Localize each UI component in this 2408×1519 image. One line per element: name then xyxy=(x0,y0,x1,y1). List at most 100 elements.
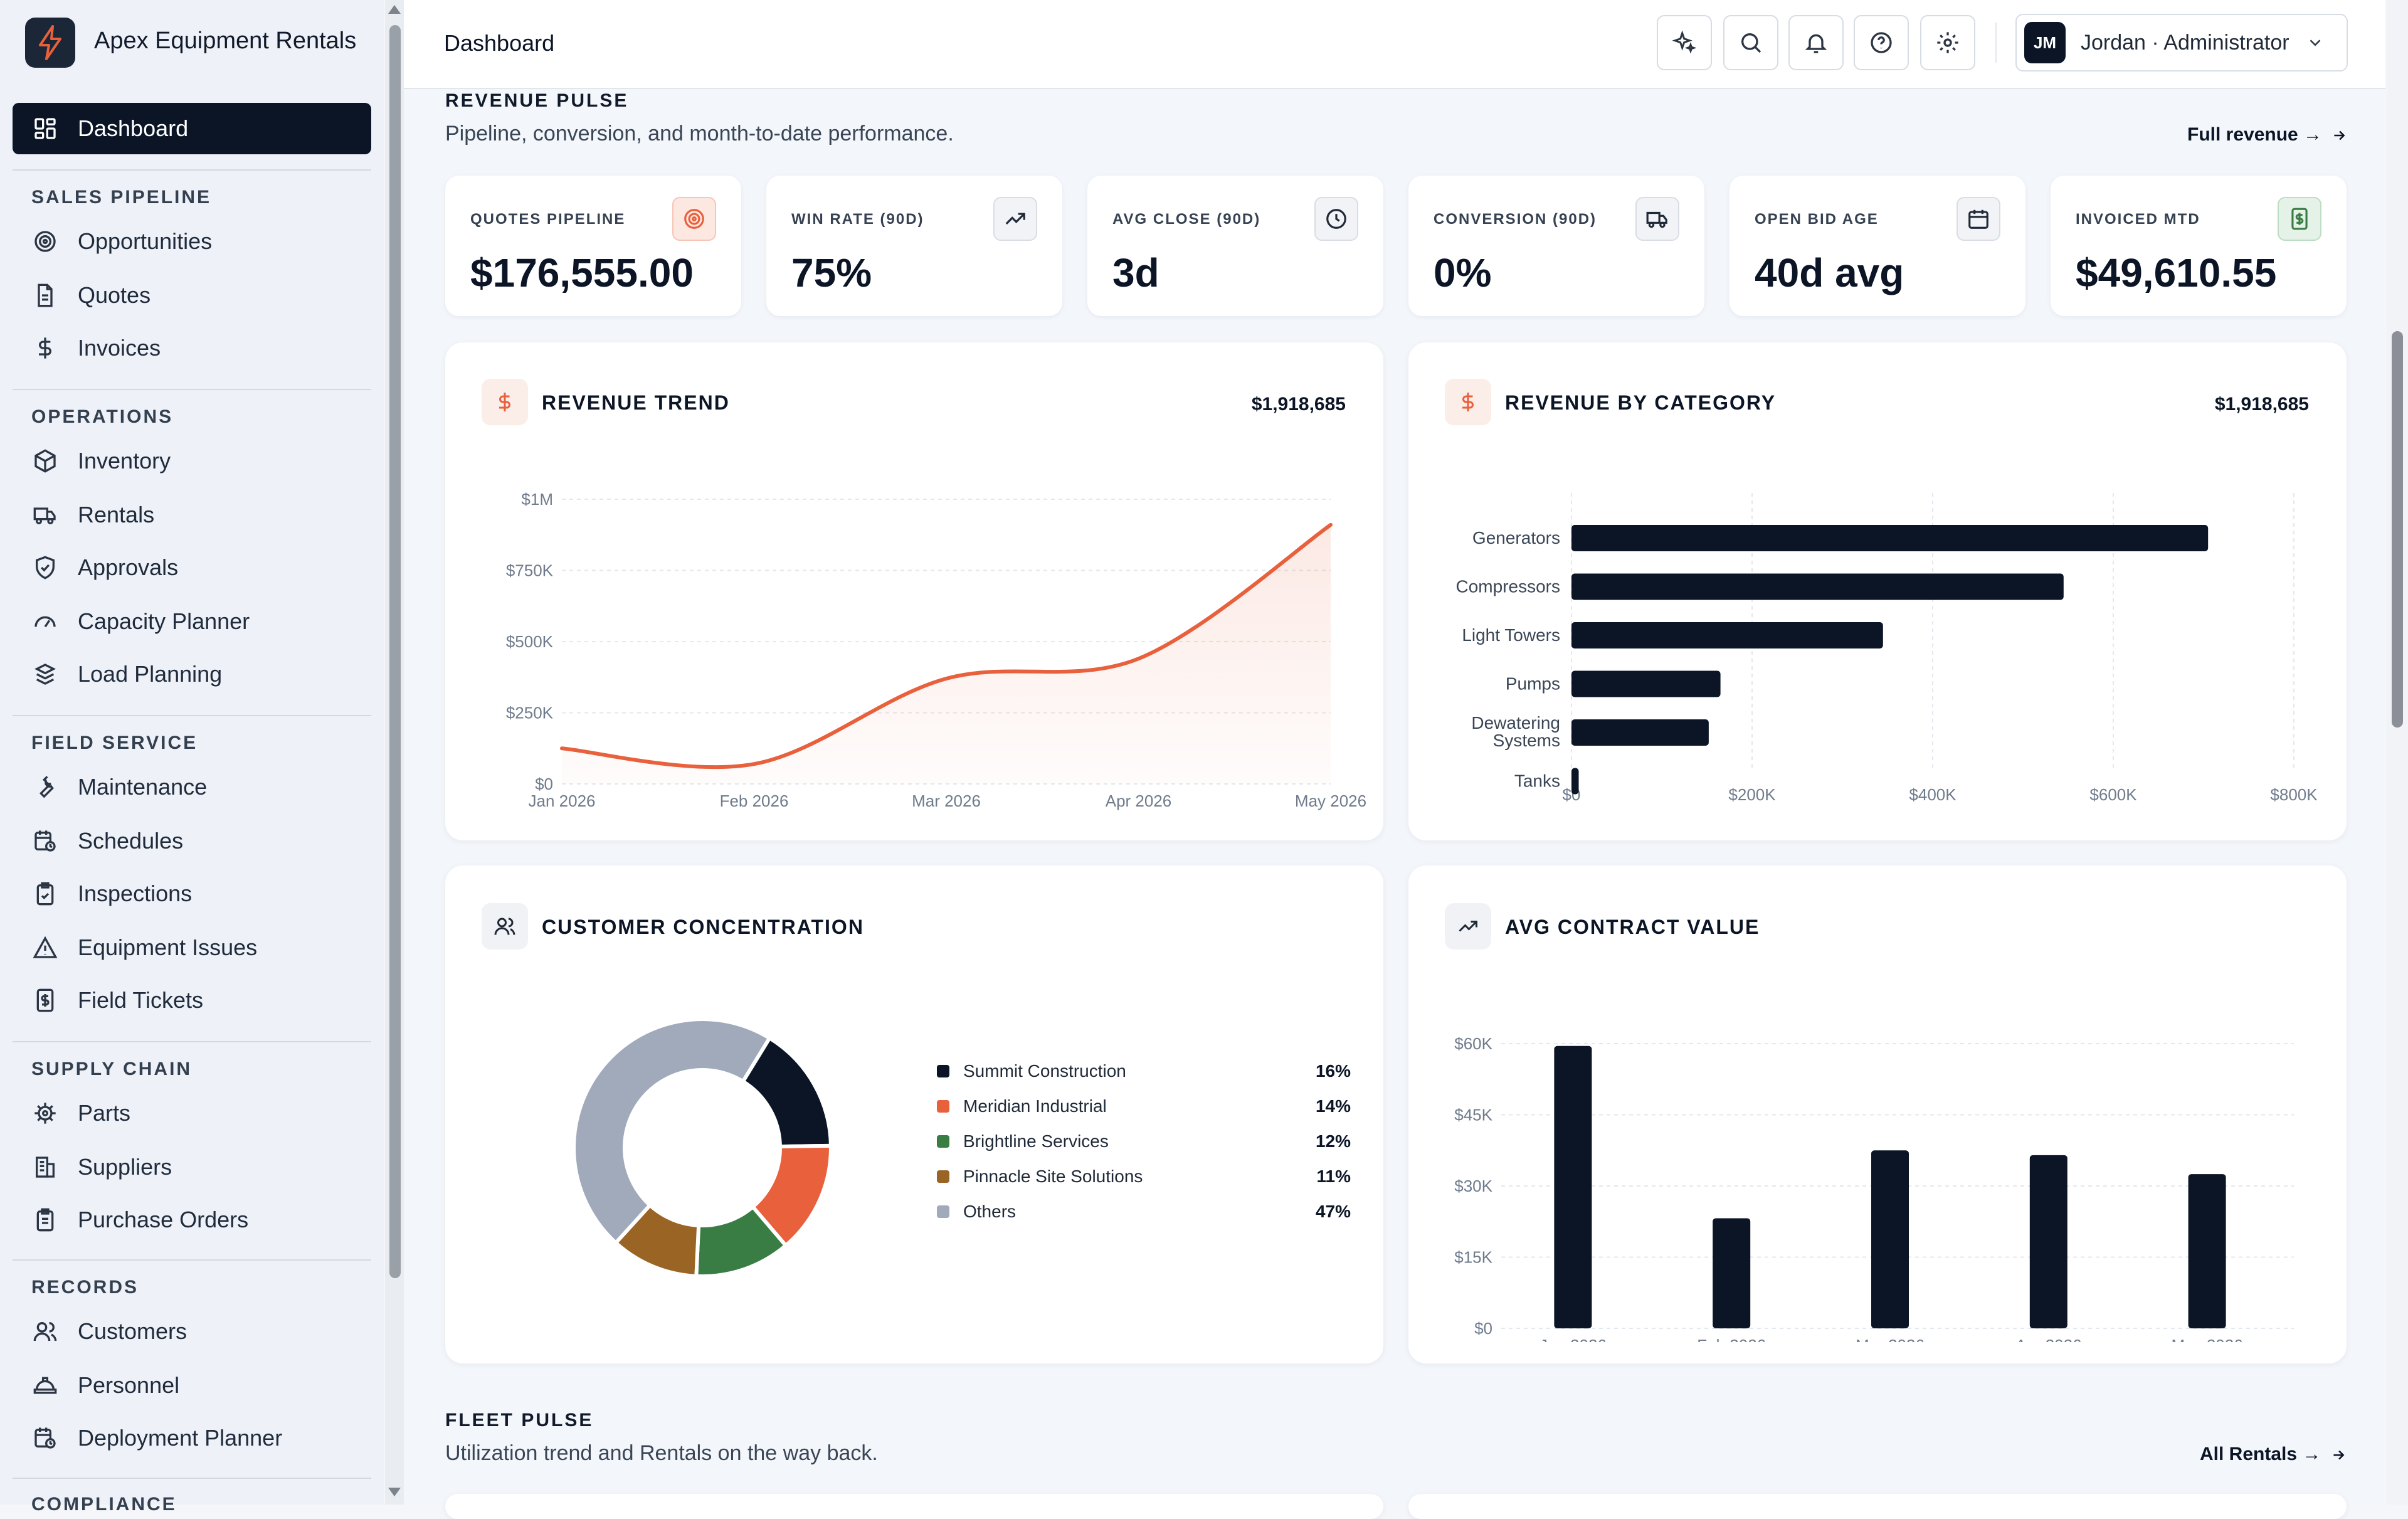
card-fleet-utilization xyxy=(445,1494,1383,1519)
all-rentals-link-label: All Rentals → xyxy=(2200,1444,2321,1464)
sparkles-icon xyxy=(1672,30,1697,55)
brand-logo-icon[interactable] xyxy=(25,18,75,68)
sidebar-item-personnel[interactable]: Personnel xyxy=(13,1360,371,1411)
legend-item: Brightline Services 12% xyxy=(937,1124,1351,1159)
page-scrollbar[interactable] xyxy=(2387,0,2408,1505)
sidebar-item-label: Purchase Orders xyxy=(78,1207,249,1232)
card-title: REVENUE TREND xyxy=(542,391,730,414)
ai-sparkle-button[interactable] xyxy=(1657,15,1712,70)
legend-value: 14% xyxy=(1315,1096,1351,1116)
receipt-icon xyxy=(31,987,59,1014)
sidebar-item-quotes[interactable]: Quotes xyxy=(13,270,371,321)
category-bar xyxy=(1571,525,2209,551)
sidebar-scrollbar-thumb[interactable] xyxy=(389,25,401,1278)
card-customer-concentration: CUSTOMER CONCENTRATION Summit Constructi… xyxy=(445,865,1383,1363)
full-revenue-link[interactable]: Full revenue → xyxy=(2187,124,2347,146)
sidebar-item-dashboard[interactable]: Dashboard xyxy=(13,103,371,154)
category-label: Tanks xyxy=(1514,771,1560,791)
scroll-up-arrow[interactable] xyxy=(388,5,401,14)
divider xyxy=(13,389,371,390)
section-subtitle-revenue-pulse: Pipeline, conversion, and month-to-date … xyxy=(445,122,954,146)
sidebar-item-suppliers[interactable]: Suppliers xyxy=(13,1141,371,1193)
x-tick-label: May 2026 xyxy=(1295,791,1366,810)
y-tick-label: $60K xyxy=(1454,1034,1492,1053)
sidebar-item-field-tickets[interactable]: Field Tickets xyxy=(13,975,371,1026)
card-total: $1,918,685 xyxy=(2214,394,2309,415)
section-heading-sales-pipeline: SALES PIPELINE xyxy=(31,187,212,208)
card-avg-contract-value: AVG CONTRACT VALUE $0 $15K $30K $45K $60K Jan… xyxy=(1408,865,2347,1363)
kpi-label: INVOICED MTD xyxy=(2076,211,2200,228)
sidebar-item-maintenance[interactable]: Maintenance xyxy=(13,761,371,813)
card-total: $1,918,685 xyxy=(1251,394,1346,415)
search-button[interactable] xyxy=(1723,15,1778,70)
receipt-icon xyxy=(2278,197,2321,241)
kpi-card-conversion: CONVERSION (90D) 0% xyxy=(1408,176,1704,316)
legend-swatch xyxy=(937,1135,949,1148)
clipboard-check-icon xyxy=(31,880,59,908)
category-label: Systems xyxy=(1493,731,1560,750)
truck-icon xyxy=(31,501,59,529)
x-tick-label: May 2026 xyxy=(2172,1336,2243,1342)
sidebar-item-opportunities[interactable]: Opportunities xyxy=(13,216,371,267)
sidebar-item-inventory[interactable]: Inventory xyxy=(13,435,371,487)
scroll-down-arrow[interactable] xyxy=(388,1488,401,1496)
section-title-fleet-pulse: FLEET PULSE xyxy=(445,1410,594,1431)
x-tick-label: $800K xyxy=(2270,785,2318,804)
avg-contract-value-chart: $0 $15K $30K $45K $60K Jan 2026 Feb 2026 Mar 20… xyxy=(1454,1034,2294,1342)
x-tick-label: $200K xyxy=(1728,785,1776,804)
sidebar-scrollbar[interactable] xyxy=(385,0,404,1505)
all-rentals-link[interactable]: All Rentals → xyxy=(2200,1444,2347,1465)
sidebar-item-deployment-planner[interactable]: Deployment Planner xyxy=(13,1412,371,1464)
legend-label: Others xyxy=(963,1202,1017,1221)
legend-label: Meridian Industrial xyxy=(963,1096,1107,1116)
clipboard-list-icon xyxy=(31,1206,59,1234)
sidebar-item-label: Customers xyxy=(78,1318,187,1344)
x-tick-label: Feb 2026 xyxy=(1697,1336,1766,1342)
user-name: Jordan · Administrator xyxy=(2081,30,2289,55)
dollar-icon xyxy=(482,379,528,425)
section-heading-field-service: FIELD SERVICE xyxy=(31,733,198,753)
sidebar-item-approvals[interactable]: Approvals xyxy=(13,542,371,593)
sidebar-item-inspections[interactable]: Inspections xyxy=(13,868,371,919)
legend-value: 12% xyxy=(1315,1131,1351,1151)
category-bar xyxy=(1571,622,1883,648)
sidebar-item-equipment-issues[interactable]: Equipment Issues xyxy=(13,922,371,973)
help-button[interactable] xyxy=(1854,15,1909,70)
warning-icon xyxy=(31,934,59,961)
notifications-button[interactable] xyxy=(1788,15,1844,70)
kpi-value: 75% xyxy=(791,250,872,295)
kpi-label: OPEN BID AGE xyxy=(1755,211,1879,228)
sidebar-item-schedules[interactable]: Schedules xyxy=(13,815,371,867)
sidebar-item-capacity-planner[interactable]: Capacity Planner xyxy=(13,596,371,647)
sidebar-item-label: Deployment Planner xyxy=(78,1425,283,1451)
card-revenue-by-category: REVENUE BY CATEGORY $1,918,685 $0 $200K $4… xyxy=(1408,342,2347,840)
calendar-icon xyxy=(1956,197,2000,241)
page-scrollbar-thumb[interactable] xyxy=(2392,331,2403,728)
sidebar-item-label: Rentals xyxy=(78,502,155,527)
x-tick-label: $400K xyxy=(1909,785,1956,804)
sidebar-item-purchase-orders[interactable]: Purchase Orders xyxy=(13,1194,371,1246)
settings-button[interactable] xyxy=(1920,15,1975,70)
contract-value-bar xyxy=(2029,1155,2067,1328)
sidebar-item-rentals[interactable]: Rentals xyxy=(13,489,371,541)
target-icon xyxy=(672,197,716,241)
kpi-label: QUOTES PIPELINE xyxy=(470,211,626,228)
truck-icon xyxy=(1635,197,1679,241)
sidebar-item-load-planning[interactable]: Load Planning xyxy=(13,648,371,700)
contract-value-bar xyxy=(1713,1218,1751,1328)
kpi-value: $176,555.00 xyxy=(470,250,694,295)
x-tick-label: $600K xyxy=(2089,785,2137,804)
sidebar-item-customers[interactable]: Customers xyxy=(13,1306,371,1357)
section-heading-operations: OPERATIONS xyxy=(31,406,174,427)
user-menu[interactable]: JM Jordan · Administrator xyxy=(2015,14,2348,71)
sidebar-item-invoices[interactable]: Invoices xyxy=(13,322,371,374)
x-tick-label: Feb 2026 xyxy=(720,791,789,810)
legend-value: 16% xyxy=(1315,1061,1351,1081)
kpi-card-win-rate: WIN RATE (90D) 75% xyxy=(766,176,1062,316)
legend-swatch xyxy=(937,1170,949,1183)
building-icon xyxy=(31,1153,59,1181)
revenue-trend-chart: $0 $250K $500K $750K $1M Jan 2026 Feb 2026 Mar … xyxy=(506,490,1366,810)
kpi-value: $49,610.55 xyxy=(2076,250,2277,295)
divider xyxy=(13,169,371,171)
sidebar-item-parts[interactable]: Parts xyxy=(13,1088,371,1139)
